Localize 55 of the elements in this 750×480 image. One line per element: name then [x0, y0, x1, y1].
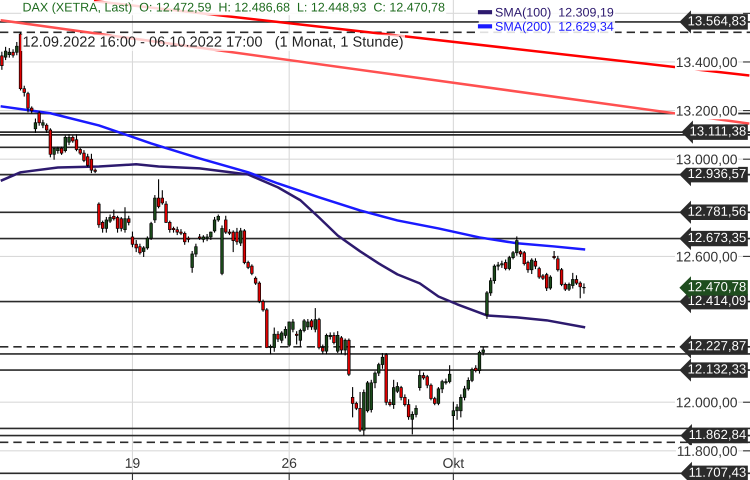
legend-label: SMA(200) 12.629,34 [496, 22, 614, 34]
ref-line-label: 13.564,83 [688, 16, 746, 28]
candlestick [64, 136, 67, 152]
candlestick [123, 207, 127, 233]
candlestick [392, 380, 396, 409]
y-tick-label: 12.000,00 [676, 398, 737, 410]
candlestick [176, 226, 179, 236]
x-tick-label: 26 [282, 458, 296, 468]
ref-line-label: 12.132,33 [688, 364, 746, 376]
candlestick [232, 230, 235, 252]
y-tick-label: 13.000,00 [676, 154, 737, 166]
candlestick [544, 272, 548, 291]
candlestick [350, 387, 354, 418]
ref-line-label: 13.111,38 [690, 126, 746, 138]
y-tick-label: 13.400,00 [676, 57, 737, 69]
x-tick-label: Okt [443, 458, 464, 468]
ref-line-label: 11.707,43 [690, 468, 746, 478]
y-tick-label: 11.800,00 [678, 446, 737, 458]
ref-line-label: 12.781,56 [688, 206, 746, 218]
ref-line-label: 12.936,57 [688, 168, 746, 180]
ref-line-label: 12.414,09 [688, 296, 746, 307]
candlestick [478, 350, 482, 374]
candlestick [448, 365, 452, 384]
candlestick [306, 319, 310, 330]
candlestick [288, 321, 291, 347]
candlestick [571, 272, 574, 289]
x-tick-label: 19 [126, 458, 140, 468]
candlestick [120, 216, 123, 232]
candlestick [272, 328, 276, 352]
candlestick [324, 334, 328, 354]
line-series [0, 163, 586, 328]
candlestick [336, 331, 340, 353]
candlestick [74, 134, 78, 152]
candlestick [250, 264, 254, 276]
annotation: 12.470,78 [688, 282, 746, 293]
ref-line-label: 12.673,35 [688, 232, 746, 244]
candlestick [90, 154, 94, 174]
candlestick [515, 236, 518, 256]
legend-label: SMA(100) 12.309,19 [496, 8, 614, 20]
candlestick [294, 331, 298, 344]
ref-line-label: 12.227,87 [688, 341, 746, 352]
candlestick [418, 370, 422, 391]
candlestick [548, 275, 552, 290]
candlestick [452, 402, 456, 431]
chart-title: DAX (XETRA, Last) O: 12.472,59 H: 12.486,68 L: 12.448,93 C: 12.470,78 [24, 2, 444, 14]
y-tick-label: 12.600,00 [676, 252, 737, 264]
y-tick-label: 13.200,00 [676, 106, 737, 118]
candlestick [183, 232, 186, 245]
text: 12.09.2022 16:00 - 06.10.2022 17:00 (1 Monat, 1 Stunde) [24, 36, 403, 50]
candlestick [530, 258, 534, 274]
candlestick [358, 392, 362, 432]
ref-line-label: 11.862,84 [690, 430, 746, 441]
candlestick [340, 336, 344, 354]
candlestick [504, 259, 508, 270]
candlestick [104, 216, 108, 233]
